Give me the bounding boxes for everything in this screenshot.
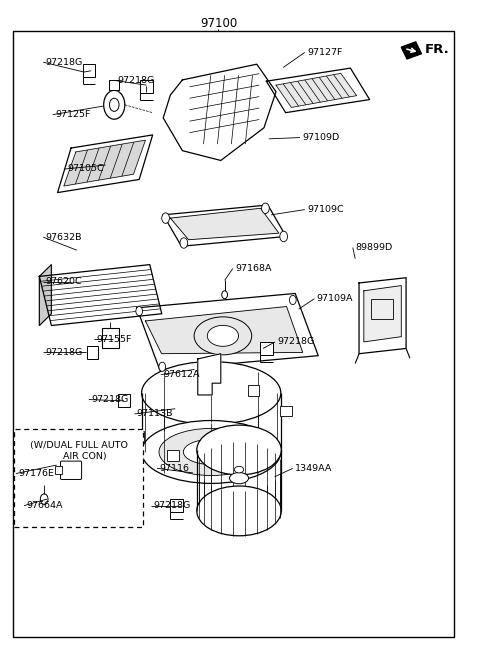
Text: 97218G: 97218G bbox=[154, 501, 191, 510]
Ellipse shape bbox=[234, 466, 244, 473]
Polygon shape bbox=[198, 354, 221, 395]
Ellipse shape bbox=[197, 486, 281, 536]
Circle shape bbox=[262, 203, 269, 214]
Text: 97664A: 97664A bbox=[26, 501, 63, 510]
Text: 97632B: 97632B bbox=[46, 233, 82, 242]
Bar bbox=[248, 385, 259, 396]
Circle shape bbox=[159, 362, 166, 371]
Text: 97155F: 97155F bbox=[96, 335, 132, 344]
Polygon shape bbox=[170, 208, 279, 240]
Circle shape bbox=[109, 98, 119, 111]
Ellipse shape bbox=[207, 326, 239, 346]
Text: 97109C: 97109C bbox=[307, 205, 344, 214]
Text: 97127F: 97127F bbox=[307, 48, 343, 57]
Ellipse shape bbox=[197, 425, 281, 475]
Text: 97125F: 97125F bbox=[55, 110, 91, 119]
Polygon shape bbox=[359, 278, 406, 354]
Bar bbox=[280, 406, 292, 417]
Polygon shape bbox=[145, 307, 303, 354]
Text: 97105C: 97105C bbox=[67, 164, 104, 174]
Bar bbox=[371, 299, 393, 319]
Text: FR.: FR. bbox=[424, 43, 449, 56]
Polygon shape bbox=[64, 140, 145, 186]
Circle shape bbox=[222, 291, 228, 299]
Text: 97113B: 97113B bbox=[137, 409, 173, 419]
Bar bbox=[260, 342, 273, 355]
Polygon shape bbox=[137, 293, 318, 370]
Polygon shape bbox=[401, 42, 421, 59]
Bar bbox=[140, 80, 153, 93]
Text: 97218G: 97218G bbox=[46, 348, 83, 357]
Text: 97168A: 97168A bbox=[235, 264, 272, 273]
Text: 97109D: 97109D bbox=[302, 133, 340, 142]
Circle shape bbox=[180, 238, 188, 248]
Polygon shape bbox=[364, 286, 401, 342]
Bar bbox=[102, 328, 119, 348]
Bar bbox=[132, 430, 144, 441]
Ellipse shape bbox=[194, 317, 252, 355]
Circle shape bbox=[289, 295, 296, 305]
Ellipse shape bbox=[142, 421, 281, 483]
Bar bbox=[118, 394, 130, 407]
Text: 97218G: 97218G bbox=[277, 337, 315, 346]
Text: 97218G: 97218G bbox=[46, 58, 83, 67]
Bar bbox=[170, 499, 183, 512]
Polygon shape bbox=[39, 265, 162, 326]
Text: 1349AA: 1349AA bbox=[295, 464, 333, 473]
Polygon shape bbox=[266, 68, 370, 113]
Circle shape bbox=[162, 213, 169, 223]
Text: 97612A: 97612A bbox=[163, 370, 200, 379]
Text: (W/DUAL FULL AUTO
    AIR CON): (W/DUAL FULL AUTO AIR CON) bbox=[30, 441, 128, 461]
Text: 97218G: 97218G bbox=[91, 395, 129, 404]
Text: 97109A: 97109A bbox=[317, 294, 353, 303]
Circle shape bbox=[280, 231, 288, 242]
Bar bbox=[14, 429, 143, 527]
Polygon shape bbox=[58, 135, 153, 193]
Bar bbox=[167, 451, 179, 461]
Polygon shape bbox=[163, 64, 276, 160]
Text: 97620C: 97620C bbox=[46, 277, 82, 286]
Ellipse shape bbox=[229, 472, 249, 484]
Bar bbox=[87, 346, 98, 359]
Polygon shape bbox=[39, 265, 51, 326]
Circle shape bbox=[104, 90, 125, 119]
Bar bbox=[55, 466, 62, 474]
Circle shape bbox=[136, 307, 143, 316]
Text: 97100: 97100 bbox=[200, 17, 237, 30]
Text: 97176E: 97176E bbox=[18, 469, 54, 478]
Ellipse shape bbox=[142, 362, 281, 424]
Ellipse shape bbox=[183, 440, 239, 464]
Text: 89899D: 89899D bbox=[355, 243, 393, 252]
Circle shape bbox=[40, 494, 48, 504]
Polygon shape bbox=[163, 205, 286, 246]
Text: 97116: 97116 bbox=[159, 464, 189, 473]
Bar bbox=[83, 64, 95, 77]
Ellipse shape bbox=[159, 428, 264, 476]
Text: 97218G: 97218G bbox=[118, 76, 155, 85]
Polygon shape bbox=[276, 73, 357, 107]
FancyBboxPatch shape bbox=[60, 461, 82, 479]
Polygon shape bbox=[109, 80, 119, 90]
